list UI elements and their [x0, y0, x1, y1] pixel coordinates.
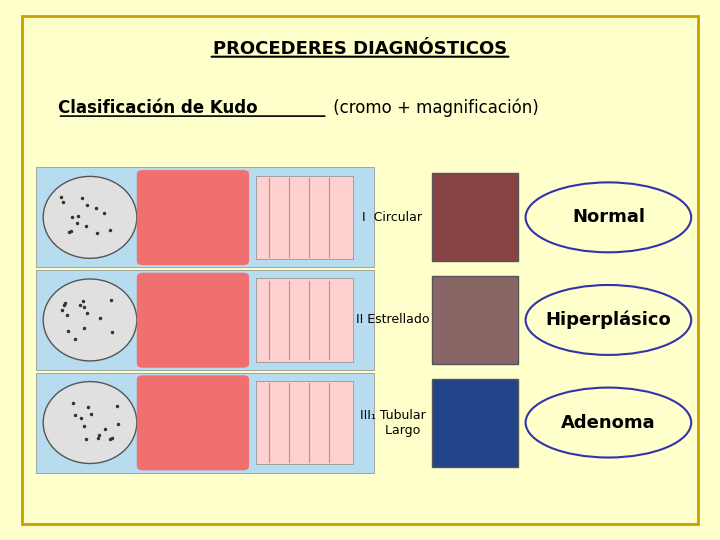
Ellipse shape: [43, 177, 137, 258]
Text: (cromo + magnificación): (cromo + magnificación): [328, 99, 539, 117]
FancyBboxPatch shape: [36, 373, 374, 472]
FancyBboxPatch shape: [36, 270, 374, 370]
FancyBboxPatch shape: [22, 16, 698, 524]
FancyBboxPatch shape: [256, 278, 353, 362]
FancyBboxPatch shape: [432, 276, 518, 364]
Text: I  Circular: I Circular: [362, 211, 423, 224]
Text: II Estrellado: II Estrellado: [356, 313, 429, 327]
FancyBboxPatch shape: [137, 273, 249, 368]
Text: Normal: Normal: [572, 208, 645, 226]
Text: Hiperplásico: Hiperplásico: [546, 310, 671, 329]
Text: Adenoma: Adenoma: [561, 414, 656, 431]
Ellipse shape: [43, 382, 137, 463]
FancyBboxPatch shape: [137, 170, 249, 265]
FancyBboxPatch shape: [432, 173, 518, 261]
FancyBboxPatch shape: [36, 167, 374, 267]
Ellipse shape: [526, 183, 691, 252]
FancyBboxPatch shape: [432, 379, 518, 467]
Ellipse shape: [526, 285, 691, 355]
Ellipse shape: [43, 279, 137, 361]
FancyBboxPatch shape: [137, 375, 249, 470]
FancyBboxPatch shape: [256, 176, 353, 259]
Text: PROCEDERES DIAGNÓSTICOS: PROCEDERES DIAGNÓSTICOS: [213, 39, 507, 58]
FancyBboxPatch shape: [256, 381, 353, 464]
Text: III₁ Tubular
     Largo: III₁ Tubular Largo: [359, 409, 426, 436]
Text: Clasificación de Kudo: Clasificación de Kudo: [58, 99, 257, 117]
Ellipse shape: [526, 388, 691, 457]
